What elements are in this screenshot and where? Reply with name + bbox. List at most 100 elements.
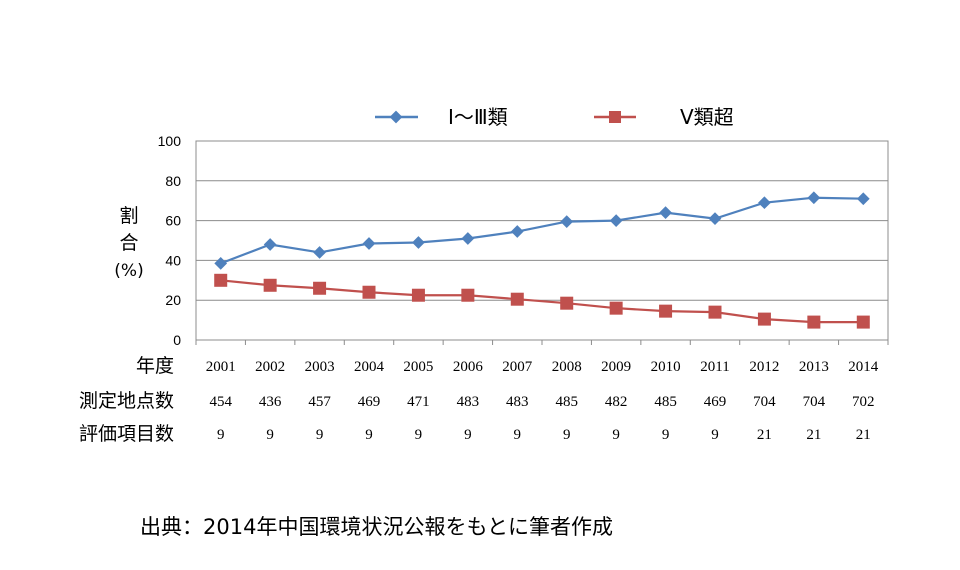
series-line-1 [220, 196, 864, 265]
data-point [807, 315, 821, 329]
table-row-label: 評価項目数 [79, 423, 174, 445]
y-tick-label: 0 [173, 332, 181, 348]
data-point [510, 292, 524, 306]
data-point [659, 304, 673, 318]
y-tick-label: 80 [165, 173, 181, 189]
data-point [214, 273, 228, 287]
table-cell: 482 [605, 394, 628, 410]
table-row-label: 年度 [136, 355, 174, 377]
table-cell: 9 [662, 427, 670, 443]
table-row-label: 測定地点数 [79, 390, 174, 412]
x-tick-label: 2010 [651, 359, 681, 375]
table-cell: 457 [308, 394, 331, 410]
y-tick-label: 60 [165, 213, 181, 229]
data-point [510, 225, 524, 238]
data-point [412, 236, 425, 249]
data-point [362, 285, 376, 299]
y-axis-label-line-3: (%) [114, 261, 143, 281]
table-cell: 21 [856, 427, 871, 443]
legend-label-series-2: Ⅴ類超 [680, 105, 734, 129]
data-point [560, 296, 574, 310]
data-point [411, 288, 425, 302]
table-cell: 21 [757, 427, 772, 443]
source-note: 出典：2014年中国環境状況公報をもとに筆者作成 [140, 515, 613, 539]
table-cell: 436 [259, 394, 282, 410]
data-point [461, 288, 475, 302]
data-point [856, 315, 870, 329]
table-cell: 9 [365, 427, 373, 443]
data-table: 年度 2001 2002 2003 2004 2005 2006 2007 2008 2009 20… [79, 355, 879, 445]
data-point [659, 206, 672, 220]
legend-entry-series-2: Ⅴ類超 [594, 105, 734, 129]
y-tick-label: 20 [165, 292, 181, 308]
series-line-2 [220, 279, 864, 324]
x-tick-label: 2002 [255, 359, 285, 375]
table-cell: 704 [803, 394, 826, 410]
table-cell: 9 [563, 427, 571, 443]
legend-marker-series-2 [609, 111, 621, 123]
y-axis-label-line-2: 合 [119, 232, 138, 254]
table-cell: 9 [514, 427, 522, 443]
data-point [708, 212, 722, 225]
data-point [313, 281, 327, 295]
data-point [757, 312, 771, 326]
y-axis-ticks: 0 20 40 60 80 100 [158, 133, 182, 348]
x-tick-label: 2001 [206, 359, 236, 375]
data-point [708, 305, 722, 319]
gridlines [196, 180, 888, 301]
data-point [362, 237, 376, 250]
data-point [560, 215, 574, 228]
table-cell: 469 [704, 394, 727, 410]
data-point [313, 246, 326, 259]
data-point [263, 238, 277, 251]
x-tick-label: 2003 [305, 359, 335, 375]
table-cell: 9 [415, 427, 423, 443]
x-tick-label: 2011 [700, 359, 729, 375]
table-cell: 702 [852, 394, 875, 410]
data-point [856, 192, 870, 206]
table-cell: 454 [209, 394, 232, 410]
table-cell: 704 [753, 394, 776, 410]
legend: Ⅰ～Ⅲ類 Ⅴ類超 [375, 105, 734, 129]
data-point [609, 301, 623, 315]
x-tick-label: 2007 [502, 359, 533, 375]
table-cell: 485 [654, 394, 677, 410]
x-tick-label: 2005 [403, 359, 433, 375]
table-cell: 469 [358, 394, 381, 410]
data-point [461, 232, 475, 245]
series-2 [214, 273, 870, 329]
y-axis-label-line-1: 割 [119, 205, 138, 227]
plot-area [195, 140, 889, 341]
x-tick-label: 2009 [601, 359, 631, 375]
x-tick-label: 2014 [848, 359, 879, 375]
legend-label-series-1: Ⅰ～Ⅲ類 [448, 105, 508, 129]
table-cell: 9 [464, 427, 472, 443]
x-tick-label: 2008 [552, 359, 582, 375]
y-axis-label: 割 合 (%) [114, 205, 143, 281]
x-tick-label: 2012 [749, 359, 779, 375]
table-cell: 483 [457, 394, 480, 410]
x-tick-label: 2006 [453, 359, 484, 375]
x-tick-label: 2013 [799, 359, 829, 375]
table-cell: 485 [555, 394, 578, 410]
table-cell: 9 [266, 427, 274, 443]
y-tick-label: 100 [158, 133, 182, 149]
table-cell: 471 [407, 394, 430, 410]
data-point [609, 214, 623, 227]
data-point [758, 196, 771, 210]
series-1 [214, 191, 870, 270]
table-cell: 483 [506, 394, 529, 410]
x-axis [195, 340, 889, 345]
data-point [214, 257, 228, 270]
table-cell: 9 [316, 427, 324, 443]
legend-marker-series-1 [389, 110, 403, 124]
table-cell: 21 [806, 427, 821, 443]
x-tick-label: 2004 [354, 359, 385, 375]
legend-entry-series-1: Ⅰ～Ⅲ類 [375, 105, 508, 129]
table-cell: 9 [612, 427, 620, 443]
data-point [263, 278, 277, 292]
table-cell: 9 [217, 427, 225, 443]
y-tick-label: 40 [165, 252, 181, 268]
table-cell: 9 [711, 427, 719, 443]
